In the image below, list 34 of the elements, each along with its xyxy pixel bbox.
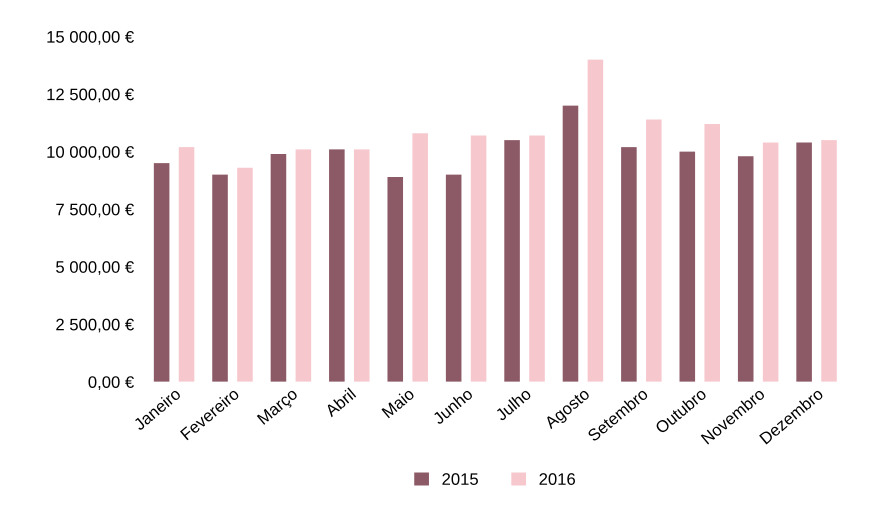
- bar: [387, 176, 404, 382]
- bar: [237, 168, 253, 382]
- bar: [621, 147, 637, 382]
- bar: [412, 133, 428, 382]
- bar: [212, 174, 228, 382]
- y-tick-label: 0,00 €: [88, 376, 134, 390]
- y-tick-label: 12 500,00 €: [47, 88, 134, 102]
- bar: [821, 140, 837, 382]
- bar: [329, 149, 345, 382]
- bar: [704, 124, 720, 382]
- bar: [738, 156, 754, 382]
- bar: [680, 152, 696, 382]
- bar: [354, 149, 370, 382]
- bar: [796, 142, 812, 382]
- y-tick-label: 2 500,00 €: [56, 318, 134, 332]
- bar: [296, 149, 312, 382]
- bar: [762, 142, 778, 382]
- bar: [446, 174, 462, 382]
- y-tick-label: 7 500,00 €: [56, 204, 134, 218]
- bar: [178, 147, 194, 382]
- bar: [646, 119, 662, 382]
- bar: [270, 154, 286, 382]
- bar: [154, 163, 170, 382]
- bar: [588, 60, 604, 382]
- legend-label: 2016: [540, 473, 576, 485]
- x-tick-label: Maio: [381, 387, 416, 418]
- bar: [470, 136, 486, 382]
- y-tick-label: 15 000,00 €: [47, 31, 134, 45]
- y-tick-label: 10 000,00 €: [47, 146, 134, 160]
- bar: [529, 136, 545, 382]
- bar: [562, 106, 578, 382]
- legend-label: 2015: [442, 473, 478, 485]
- y-tick-label: 5 000,00 €: [56, 261, 134, 275]
- bar: [504, 140, 520, 382]
